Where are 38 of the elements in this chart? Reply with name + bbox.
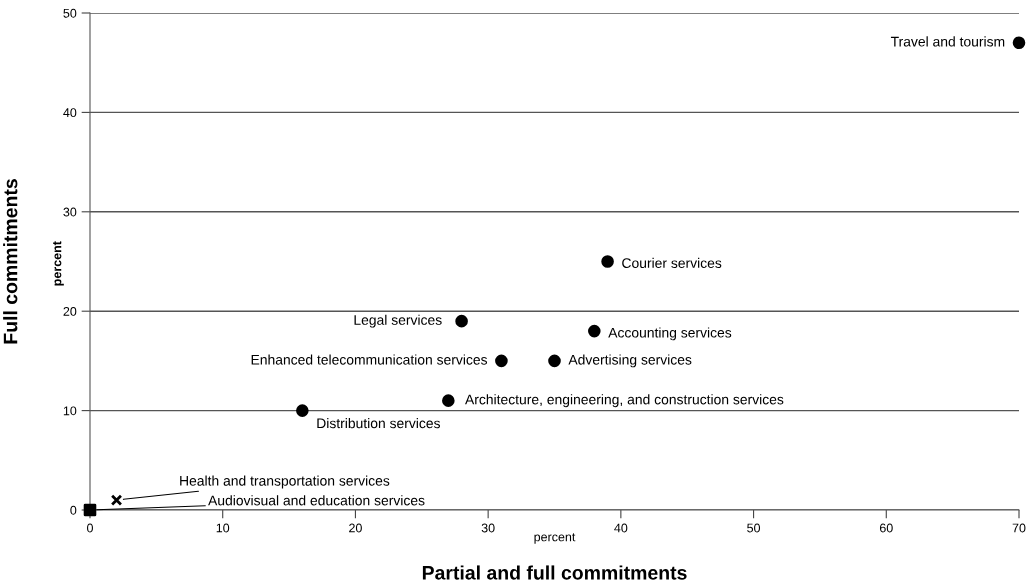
annotation: Travel and tourism [890, 36, 1005, 47]
point [601, 255, 614, 268]
y-tick-label: 20 [63, 307, 77, 316]
y-tick-label: 30 [63, 207, 77, 217]
annotation: Enhanced telecommunication services [251, 354, 488, 365]
annotation: Distribution services [317, 418, 440, 429]
point [1012, 36, 1026, 50]
x-tick-label: 10 [216, 523, 230, 533]
x-axis-title: Partial and full commitments [422, 565, 687, 580]
annotation: Courier services [622, 257, 722, 269]
annotation: Legal services [354, 314, 442, 328]
y-axis-title: Full commitments [3, 179, 18, 344]
annotation: Accounting services [608, 327, 732, 341]
point [455, 314, 468, 328]
x-tick-label: 50 [747, 523, 761, 533]
x-tick-label: 40 [614, 523, 628, 533]
point [296, 404, 309, 417]
point [83, 503, 97, 517]
x-tick-label: 0 [87, 523, 93, 533]
text: percent [53, 241, 64, 286]
annotation: Health and transportation services [180, 475, 390, 489]
text: percent [534, 533, 576, 544]
annotation: Architecture, engineering, and construction services [465, 394, 784, 408]
y-tick-label: 0 [70, 505, 77, 515]
point [495, 354, 508, 368]
point [442, 394, 455, 407]
x-tick-label: 30 [481, 523, 495, 533]
x-tick-label: 70 [1012, 523, 1026, 533]
x-tick-label: 60 [879, 523, 893, 533]
annotation: Audiovisual and education services [208, 495, 425, 506]
y-tick-label: 40 [63, 108, 77, 118]
x-tick-label: 20 [349, 523, 362, 533]
y-tick-label: 50 [63, 8, 77, 18]
point [548, 354, 561, 368]
point [588, 324, 601, 338]
point [110, 494, 123, 506]
y-tick-label: 10 [63, 406, 77, 416]
annotation: Advertising services [568, 354, 692, 368]
